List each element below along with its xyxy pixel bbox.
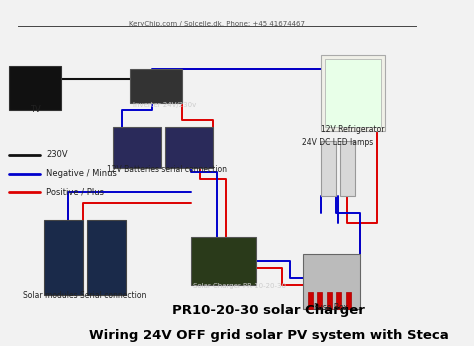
Bar <box>317 292 322 309</box>
Bar <box>308 292 313 309</box>
Bar <box>9 66 61 110</box>
Text: Solar modules Serial connection: Solar modules Serial connection <box>23 291 146 300</box>
Bar <box>113 127 161 169</box>
Bar <box>346 292 351 309</box>
Text: TV: TV <box>30 104 41 113</box>
Bar <box>327 292 332 309</box>
Text: 230V: 230V <box>46 150 68 159</box>
Text: 24V DC LED lamps: 24V DC LED lamps <box>302 138 374 147</box>
Text: 12V Refrigerator: 12V Refrigerator <box>321 125 385 134</box>
Text: Wiring 24V OFF grid solar PV system with Steca: Wiring 24V OFF grid solar PV system with… <box>89 329 448 342</box>
Text: 12V Batteries serial connection: 12V Batteries serial connection <box>107 165 227 174</box>
Text: Solar Charger PR 10-20-30: Solar Charger PR 10-20-30 <box>193 283 286 289</box>
Bar <box>130 69 182 103</box>
Text: Positive / Plus: Positive / Plus <box>46 188 104 197</box>
Text: Fuse Box: Fuse Box <box>314 303 348 312</box>
Bar <box>340 141 355 196</box>
Bar <box>336 292 341 309</box>
Bar <box>44 220 83 295</box>
Bar <box>320 55 385 131</box>
Text: Inverter 24V/230v: Inverter 24V/230v <box>133 102 196 108</box>
Bar <box>87 220 126 295</box>
Bar <box>303 254 359 309</box>
Text: PR10-20-30 solar Charger: PR10-20-30 solar Charger <box>173 303 365 317</box>
Bar <box>191 237 256 285</box>
Bar <box>165 127 212 169</box>
Bar <box>325 59 381 127</box>
Bar <box>320 141 336 196</box>
Text: Negative / Minus: Negative / Minus <box>46 169 117 178</box>
Text: KeryChip.com / Solcelle.dk, Phone: +45 41674467: KeryChip.com / Solcelle.dk, Phone: +45 4… <box>129 21 305 27</box>
